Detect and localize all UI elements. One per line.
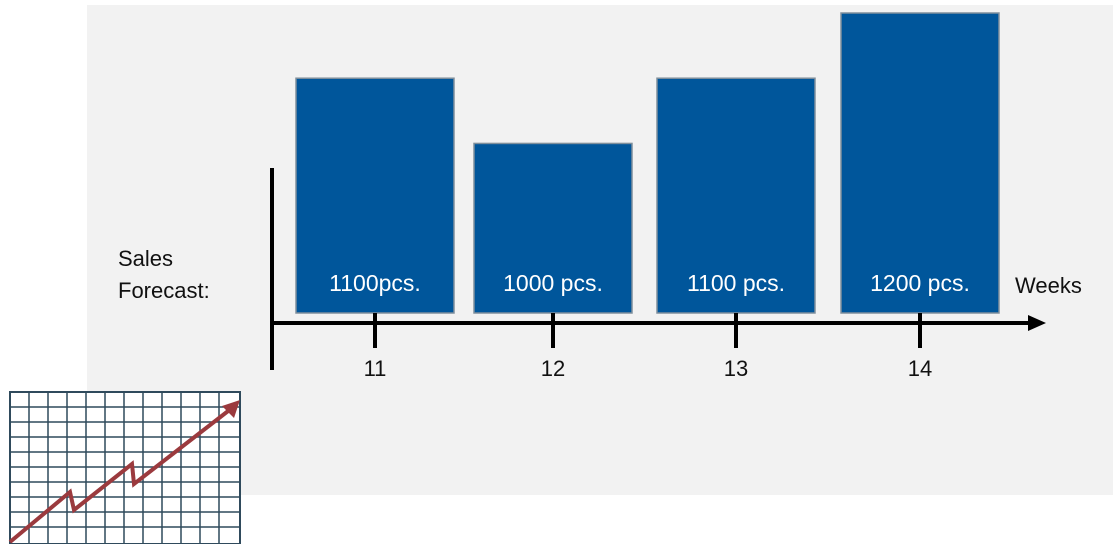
x-tick-label: 13 <box>724 356 748 381</box>
x-tick-label: 12 <box>541 356 565 381</box>
value-label: 1100 pcs. <box>687 270 785 296</box>
y-axis-label: Sales <box>118 246 173 271</box>
y-axis-label: Forecast: <box>118 278 210 303</box>
trend-icon <box>10 392 240 544</box>
bar <box>841 13 999 313</box>
x-tick-label: 14 <box>908 356 932 381</box>
chart: Weeks Sales Forecast: 1100pcs. 11 1000 pcs… <box>0 0 1113 544</box>
x-axis-label: Weeks <box>1015 273 1082 298</box>
x-tick-label: 11 <box>364 356 387 381</box>
value-label: 1100pcs. <box>329 270 421 296</box>
value-label: 1000 pcs. <box>503 270 603 296</box>
value-label: 1200 pcs. <box>870 270 970 296</box>
